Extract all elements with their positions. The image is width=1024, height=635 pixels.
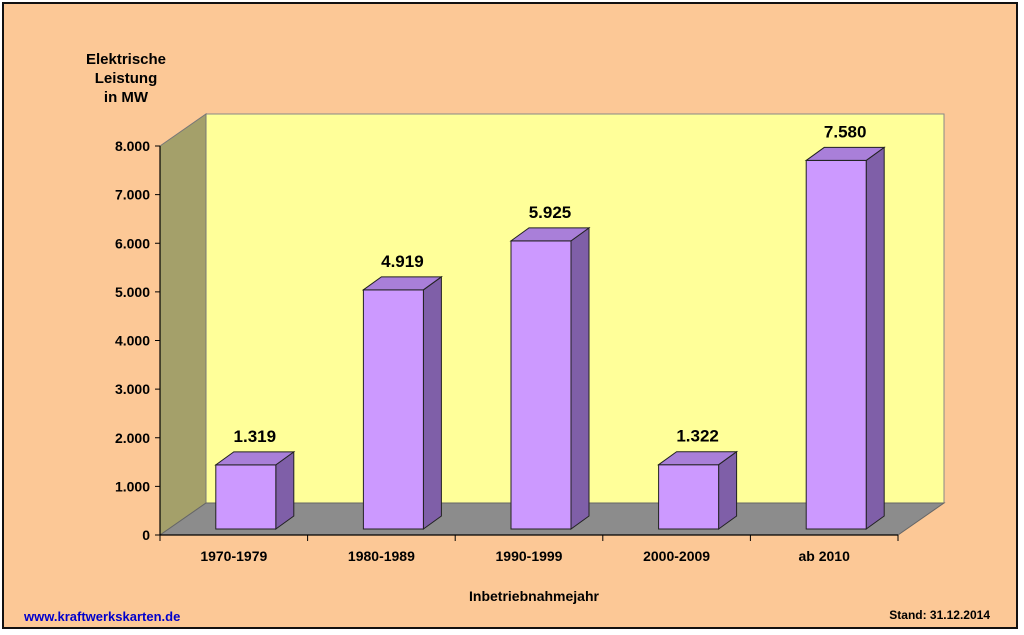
y-tick-label: 7.000 <box>115 187 150 203</box>
data-label: 5.925 <box>529 203 572 222</box>
y-tick-label: 4.000 <box>115 333 150 349</box>
data-label: 4.919 <box>381 252 424 271</box>
bar-side <box>422 275 442 530</box>
y-axis-title: Elektrische Leistung in MW <box>56 50 196 107</box>
data-label: 1.322 <box>676 427 719 446</box>
bar <box>362 289 424 530</box>
x-tick-label: 2000-2009 <box>643 548 710 564</box>
x-tick-label: ab 2010 <box>799 548 851 564</box>
source-link[interactable]: www.kraftwerkskarten.de <box>24 609 181 624</box>
y-tick-label: 1.000 <box>115 478 150 494</box>
bar <box>215 464 277 530</box>
bar <box>510 240 572 530</box>
bar <box>805 159 867 530</box>
y-axis-title-line-3: in MW <box>103 89 149 106</box>
bar-top <box>509 227 591 242</box>
y-tick-label: 2.000 <box>115 430 150 446</box>
bar-top <box>657 451 739 466</box>
bar-top <box>361 276 443 291</box>
x-tick-label: 1970-1979 <box>200 548 267 564</box>
x-tick-label: 1980-1989 <box>348 548 415 564</box>
stand-date: Stand: 31.12.2014 <box>889 608 990 622</box>
y-tick-label: 3.000 <box>115 381 150 397</box>
data-label: 7.580 <box>824 122 867 141</box>
y-axis-title-line-1: Elektrische <box>85 51 167 68</box>
bar-side <box>865 146 885 530</box>
y-tick-label: 8.000 <box>115 138 150 154</box>
x-axis-title: Inbetriebnahmejahr <box>469 588 599 604</box>
bar-top <box>214 451 296 466</box>
data-label: 1.319 <box>234 427 277 446</box>
side-wall <box>159 113 207 536</box>
bar-side <box>570 226 590 530</box>
x-tick-label: 1990-1999 <box>496 548 563 564</box>
y-tick-label: 5.000 <box>115 284 150 300</box>
chart-frame: 0 1.000 2.000 3.000 4.000 5.000 6.000 7.000 8.00… <box>2 2 1018 629</box>
y-tick-label: 6.000 <box>115 235 150 251</box>
bar-top <box>804 146 886 161</box>
chart-plot: 0 1.000 2.000 3.000 4.000 5.000 6.000 7.000 8.00… <box>115 113 946 564</box>
y-axis-title-line-2: Leistung <box>94 70 158 87</box>
y-tick-label: 0 <box>142 527 150 543</box>
bar <box>658 464 720 530</box>
